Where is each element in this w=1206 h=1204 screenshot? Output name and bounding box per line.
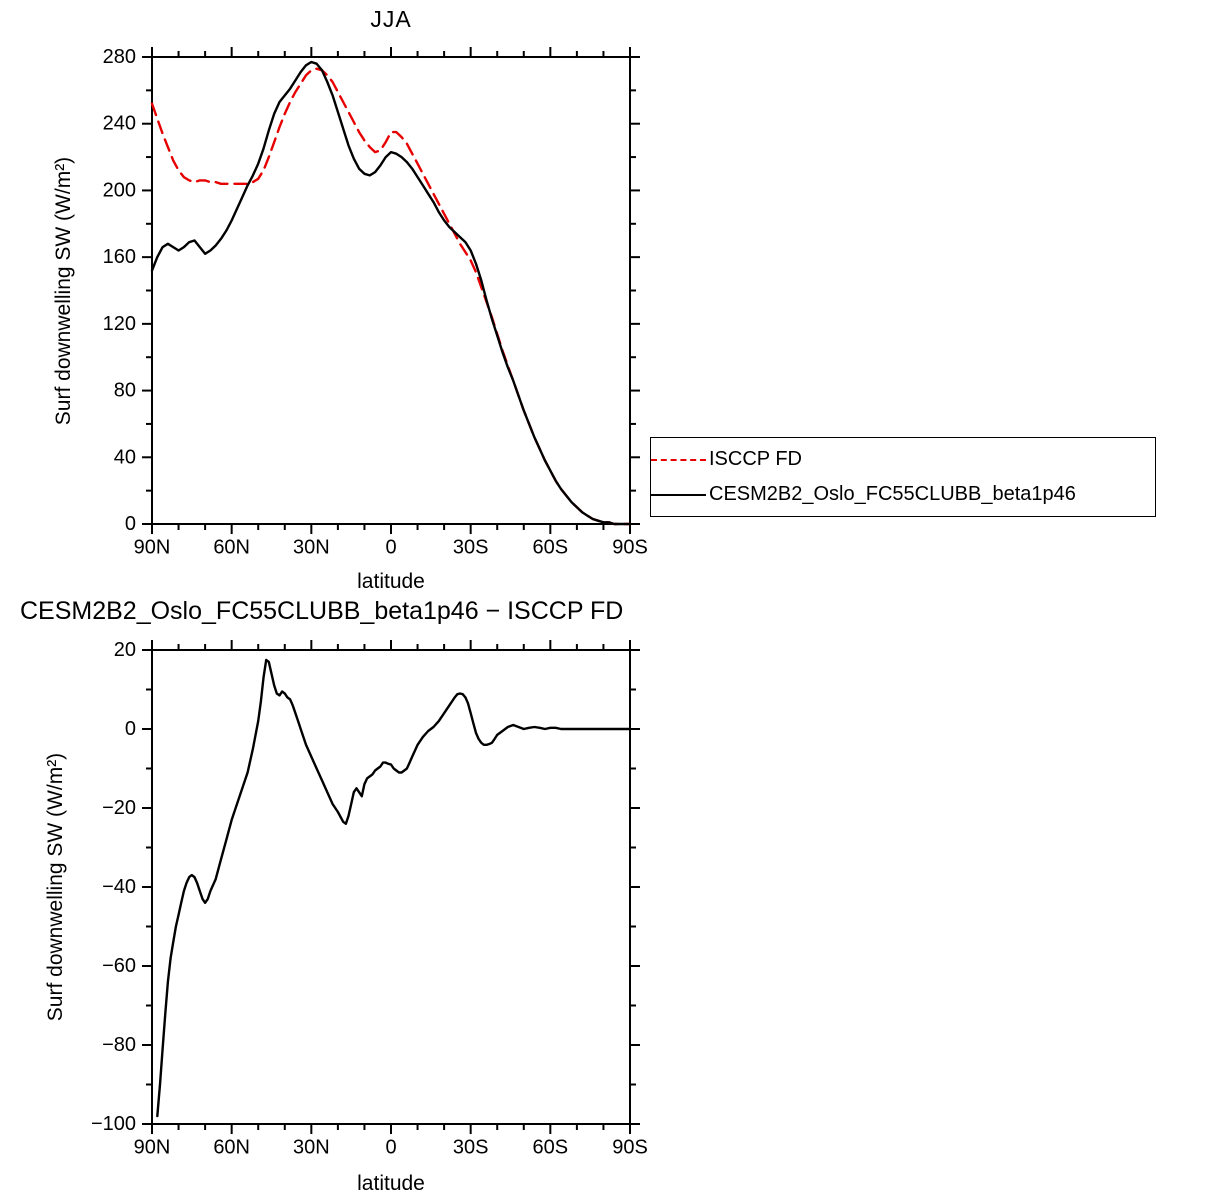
x-tick-label: 60N	[213, 537, 250, 559]
x-tick-label: 0	[385, 1137, 396, 1159]
legend-item-cesm2b2: CESM2B2_Oslo_FC55CLUBB_beta1p46	[651, 483, 1155, 506]
y-tick-label: 0	[125, 718, 136, 740]
y-tick-label: 280	[103, 46, 136, 68]
y-tick-label: 160	[103, 246, 136, 268]
top-chart-title: JJA	[370, 6, 412, 32]
y-tick-label: 20	[114, 639, 136, 661]
series-isccp-fd	[150, 67, 632, 526]
top-chart-x-axis-label: latitude	[357, 570, 425, 593]
x-tick-label: 90N	[134, 537, 171, 559]
plot-box	[151, 649, 631, 1125]
y-tick-label: 0	[125, 513, 136, 535]
y-tick-label: −100	[91, 1113, 136, 1135]
top-chart-y-axis-label: Surf downwelling SW (W/m²)	[52, 156, 75, 426]
y-tick-label: −20	[102, 797, 136, 819]
x-tick-label: 90S	[612, 537, 648, 559]
x-tick-label: 30N	[293, 537, 330, 559]
x-tick-label: 0	[385, 537, 396, 559]
legend-label-cesm2b2: CESM2B2_Oslo_FC55CLUBB_beta1p46	[709, 483, 1076, 505]
legend: ISCCP FD CESM2B2_Oslo_FC55CLUBB_beta1p46	[650, 437, 1156, 517]
plot-box	[151, 56, 631, 525]
y-tick-label: 120	[103, 313, 136, 335]
x-tick-label: 90S	[612, 1137, 648, 1159]
bottom-chart-x-axis-label: latitude	[357, 1172, 425, 1195]
series-difference	[156, 658, 632, 1118]
x-tick-label: 60S	[533, 537, 569, 559]
legend-label-isccp-fd: ISCCP FD	[709, 448, 802, 470]
x-tick-label: 90N	[134, 1137, 171, 1159]
y-tick-label: 80	[114, 380, 136, 402]
y-tick-label: −40	[102, 876, 136, 898]
bottom-chart-y-axis-label: Surf downwelling SW (W/m²)	[44, 752, 67, 1022]
cesm2b2-solid-line-sample-icon	[651, 493, 706, 496]
x-tick-label: 30S	[453, 1137, 489, 1159]
series-cesm2b2-oslo-fc55clubb-beta1p46	[150, 60, 632, 526]
bottom-chart-title: CESM2B2_Oslo_FC55CLUBB_beta1p46 − ISCCP …	[20, 597, 624, 625]
x-tick-label: 30S	[453, 537, 489, 559]
y-tick-label: 200	[103, 179, 136, 201]
y-tick-label: 240	[103, 113, 136, 135]
y-tick-label: −60	[102, 955, 136, 977]
y-tick-label: 40	[114, 446, 136, 468]
isccp-fd-dashed-line-sample-icon	[651, 458, 706, 461]
x-tick-label: 60N	[213, 1137, 250, 1159]
y-tick-label: −80	[102, 1034, 136, 1056]
x-tick-label: 60S	[533, 1137, 569, 1159]
x-tick-label: 30N	[293, 1137, 330, 1159]
legend-item-isccp-fd: ISCCP FD	[651, 448, 1155, 471]
